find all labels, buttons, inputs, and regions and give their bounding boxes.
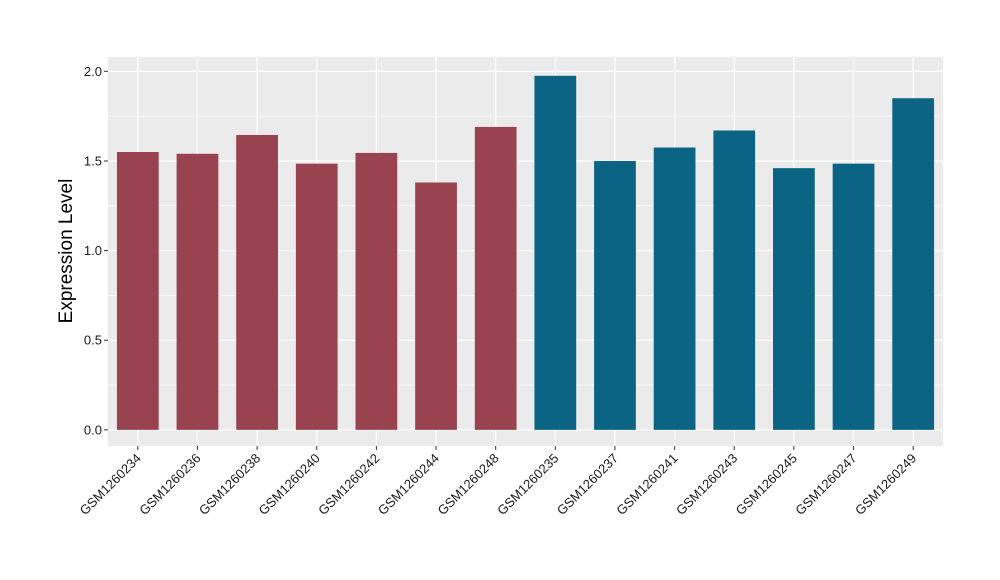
x-tick-label: GSM1260238: [196, 451, 263, 518]
x-tick-label: GSM1260249: [852, 451, 919, 518]
x-tick-label: GSM1260234: [77, 451, 144, 518]
bar-GSM1260238: [236, 134, 278, 430]
bar-GSM1260244: [415, 182, 457, 430]
x-tick-label: GSM1260242: [315, 451, 382, 518]
x-tick-label: GSM1260248: [434, 451, 501, 518]
bar-GSM1260240: [295, 163, 338, 430]
bar-GSM1260243: [713, 130, 756, 430]
y-tick-label: 1.5: [84, 153, 102, 168]
x-tick-label: GSM1260236: [136, 451, 203, 518]
bar-GSM1260237: [594, 160, 636, 430]
y-axis: 0.0 0.5 1.0 1.5 2.0: [84, 64, 108, 437]
x-tick-label: GSM1260245: [733, 451, 800, 518]
x-tick-label: GSM1260237: [554, 451, 621, 518]
x-tick-label: GSM1260240: [256, 451, 323, 518]
x-tick-label: GSM1260235: [494, 451, 561, 518]
x-tick-label: GSM1260244: [375, 451, 442, 518]
x-axis: GSM1260234GSM1260236GSM1260238GSM1260240…: [77, 446, 919, 518]
bar-GSM1260236: [176, 153, 219, 430]
x-tick-label: GSM1260241: [613, 451, 680, 518]
y-tick-label: 2.0: [84, 64, 102, 79]
bar-GSM1260247: [832, 163, 875, 430]
bar-GSM1260241: [653, 147, 696, 430]
bar-GSM1260235: [534, 75, 577, 430]
y-tick-label: 1.0: [84, 243, 102, 258]
plot-panel: [108, 57, 943, 446]
bar-GSM1260234: [116, 152, 159, 430]
bar-GSM1260242: [355, 152, 398, 430]
y-axis-title: Expression Level: [56, 179, 77, 324]
bar-GSM1260248: [474, 126, 517, 430]
y-tick-label: 0.0: [84, 422, 102, 437]
bars-layer: [116, 75, 935, 430]
x-tick-label: GSM1260243: [673, 451, 740, 518]
y-tick-label: 0.5: [84, 333, 102, 348]
x-tick-label: GSM1260247: [792, 451, 859, 518]
bar-GSM1260245: [773, 168, 815, 430]
bar-GSM1260249: [892, 98, 935, 430]
